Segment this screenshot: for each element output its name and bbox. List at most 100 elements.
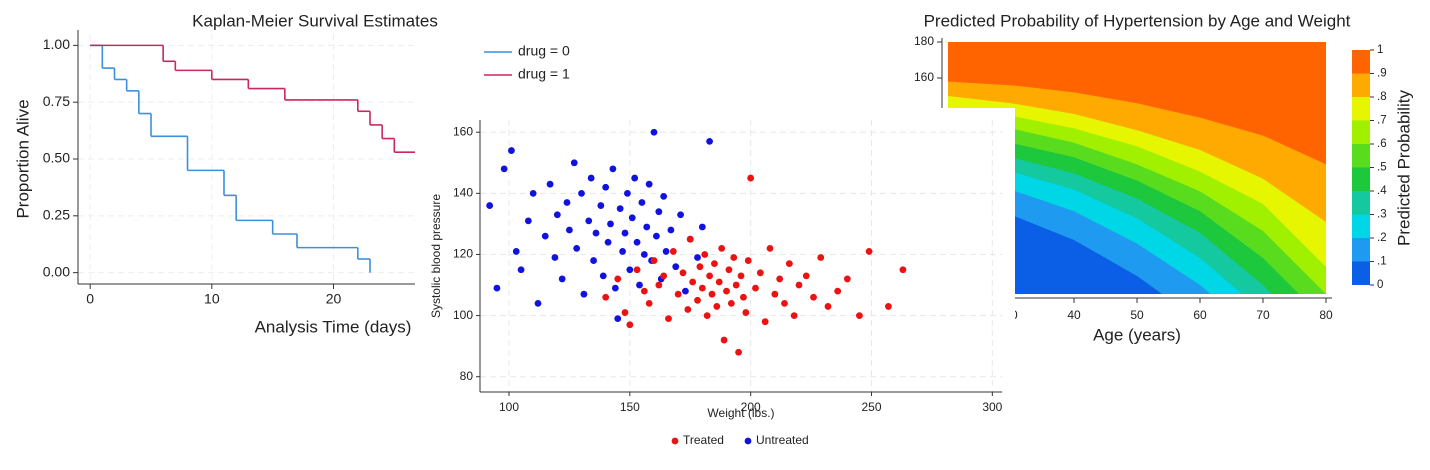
- contour-fill: [948, 42, 1326, 294]
- colorbar-tick-label: .7: [1377, 115, 1387, 127]
- scatter-point: [541, 232, 549, 240]
- plot-lines: [90, 44, 415, 273]
- y-tick-label: 0.75: [43, 93, 70, 109]
- scatter-point: [585, 217, 593, 225]
- scatter-point: [674, 290, 682, 298]
- scatter-point: [619, 248, 626, 255]
- colorbar-tick-label: .4: [1377, 185, 1387, 197]
- colorbar-cell: [1352, 261, 1370, 285]
- scatter-point: [885, 303, 892, 310]
- scatter-point: [785, 260, 793, 268]
- scatter-point: [653, 232, 660, 240]
- scatter-point: [512, 248, 520, 255]
- scatter-point: [696, 263, 704, 271]
- colorbar-tick-label: .2: [1377, 232, 1387, 244]
- scatter-point: [669, 248, 677, 255]
- contour-region: [948, 42, 1326, 165]
- legend-label: Untreated: [756, 433, 809, 447]
- scatter-point: [602, 183, 610, 191]
- scatter-point: [621, 229, 629, 237]
- scatter-point: [660, 193, 668, 200]
- x-tick-label: 300: [982, 400, 1002, 414]
- scatter-point: [834, 287, 842, 295]
- scatter-point: [715, 278, 723, 286]
- colorbar-label: Predicted Probability: [1394, 90, 1413, 246]
- scatter-point: [604, 238, 612, 246]
- scatter-point: [645, 180, 653, 188]
- y-axis-label: Systolic blood pressure: [429, 194, 443, 318]
- y-tick-label: 160: [453, 124, 473, 138]
- colorbar-tick-label: 0: [1377, 279, 1383, 291]
- scatter-point: [590, 257, 597, 264]
- scatter-point: [599, 272, 607, 280]
- scatter-point: [730, 254, 738, 261]
- colorbar-cell: [1352, 97, 1370, 121]
- scatter-point: [563, 199, 571, 206]
- scatter-point: [665, 315, 672, 323]
- scatter-point: [638, 199, 646, 206]
- scatter-point: [776, 275, 784, 283]
- y-tick-label: 1.00: [43, 36, 70, 52]
- scatter-point: [633, 266, 641, 274]
- scatter-point: [667, 226, 675, 234]
- y-tick-label: 0.25: [43, 207, 70, 223]
- scatter-point: [631, 174, 639, 182]
- scatter-point: [607, 220, 614, 228]
- scatter-point: [737, 272, 745, 280]
- x-tick-label: 250: [861, 400, 881, 414]
- scatter-point: [517, 266, 525, 274]
- legend-swatch: [671, 437, 679, 445]
- scatter-point: [747, 174, 755, 182]
- scatter-point: [573, 244, 581, 252]
- scatter-point: [698, 284, 706, 292]
- scatter-point: [865, 248, 873, 255]
- chart-title: Predicted Probability of Hypertension by…: [924, 11, 1351, 30]
- colorbar-tick-label: .8: [1377, 91, 1387, 103]
- scatter-point: [592, 229, 600, 237]
- scatter-point: [636, 281, 643, 289]
- scatter-point: [701, 251, 709, 258]
- scatter-point: [633, 238, 641, 246]
- y-tick-label: 0.00: [43, 263, 70, 279]
- scatter-point: [744, 257, 752, 264]
- scatter-point: [756, 269, 764, 277]
- scatter-point: [580, 290, 588, 298]
- scatter-point: [689, 278, 697, 286]
- scatter-point: [650, 128, 658, 136]
- x-tick-label: 40: [1067, 308, 1081, 322]
- scatter-point: [553, 211, 561, 219]
- x-axis-label: Analysis Time (days): [255, 317, 412, 336]
- x-axis-label: Weight (lbs.): [707, 406, 774, 420]
- scatter-point: [856, 312, 863, 319]
- scatter-point: [708, 290, 716, 298]
- chart-title: Kaplan-Meier Survival Estimates: [192, 11, 438, 30]
- scatter-point: [566, 226, 573, 234]
- scatter-point: [810, 293, 817, 301]
- colorbar-cell: [1352, 214, 1370, 238]
- scatter-point: [802, 272, 810, 280]
- scatter-point: [640, 287, 648, 295]
- x-tick-label: 10: [204, 291, 220, 307]
- scatter-point: [725, 266, 733, 274]
- scatter-point: [614, 315, 622, 323]
- colorbar-cell: [1352, 191, 1370, 215]
- legend-swatch: [744, 437, 752, 445]
- scatter-point: [727, 299, 735, 307]
- scatter-point: [546, 180, 554, 188]
- scatter-point: [706, 137, 713, 145]
- scatter-point: [614, 275, 622, 283]
- scatter-point: [684, 306, 692, 313]
- scatter-point: [706, 272, 713, 280]
- scatter-point: [626, 321, 634, 329]
- scatter-point: [740, 293, 747, 301]
- colorbar-tick-label: .3: [1377, 209, 1387, 221]
- scatter-point: [711, 260, 718, 268]
- scatter-point: [655, 208, 663, 216]
- legend-label: drug = 1: [518, 66, 570, 82]
- scatter-point: [500, 165, 508, 173]
- scatter-point: [781, 299, 788, 307]
- scatter-point: [587, 174, 595, 182]
- x-tick-label: 70: [1256, 308, 1270, 322]
- scatter-point: [824, 303, 832, 310]
